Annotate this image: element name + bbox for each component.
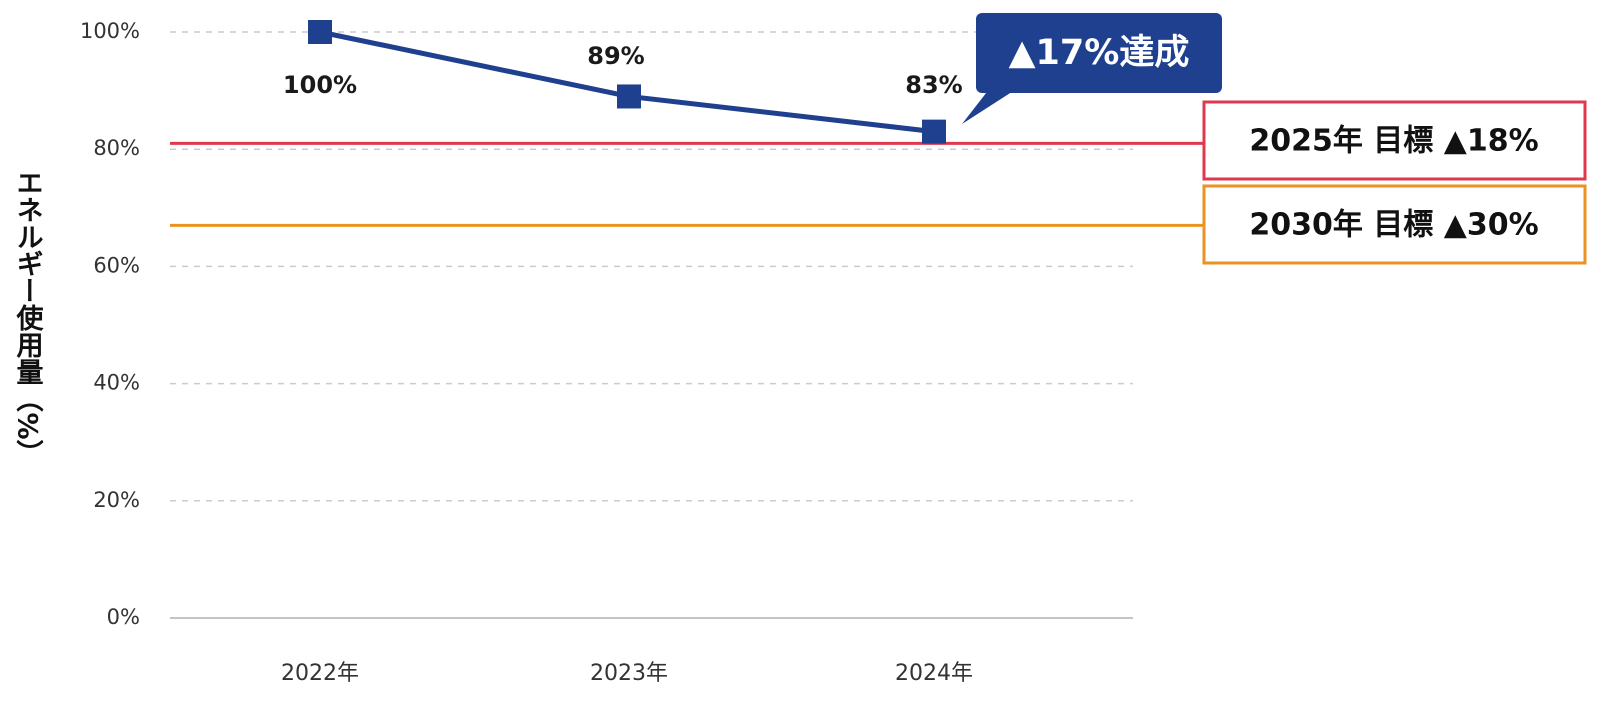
data-point bbox=[922, 119, 946, 144]
x-tick-label: 2023年 bbox=[590, 661, 668, 686]
x-tick-labels: 2022年 2023年 2024年 bbox=[281, 661, 973, 686]
y-tick-label: 20% bbox=[93, 488, 140, 512]
callout-pointer bbox=[962, 88, 1018, 124]
gridlines bbox=[170, 31, 1133, 619]
y-tick-label: 80% bbox=[93, 136, 140, 160]
x-tick-label: 2024年 bbox=[895, 661, 973, 686]
y-tick-label: 0% bbox=[107, 605, 140, 629]
target-lines: 2025年 目標 ▲18% 2030年 目標 ▲30% bbox=[170, 100, 1587, 265]
y-tick-label: 40% bbox=[93, 371, 140, 395]
x-tick-label: 2022年 bbox=[281, 661, 359, 686]
target-label: 2025年 目標 ▲18% bbox=[1249, 124, 1538, 159]
data-label: 83% bbox=[905, 71, 962, 99]
callout-box bbox=[976, 13, 1222, 93]
target-label: 2030年 目標 ▲30% bbox=[1249, 208, 1538, 243]
data-point bbox=[617, 84, 641, 109]
y-tick-label: 60% bbox=[93, 253, 140, 277]
achievement-callout: ▲17%達成 bbox=[962, 13, 1222, 124]
y-tick-label: 100% bbox=[80, 19, 140, 43]
data-label: 100% bbox=[283, 71, 357, 99]
callout-label: ▲17%達成 bbox=[1009, 33, 1190, 73]
series-group: 100% 89% 83% bbox=[283, 20, 963, 144]
target-label-box bbox=[1202, 184, 1587, 265]
y-axis-title: エネルギー使用量（%） bbox=[12, 169, 45, 466]
data-label: 89% bbox=[587, 42, 644, 70]
y-axis-title-group: エネルギー使用量（%） bbox=[12, 169, 45, 466]
target-label-box bbox=[1202, 100, 1587, 181]
data-point bbox=[308, 20, 332, 44]
y-tick-labels: 0% 20% 40% 60% 80% 100% bbox=[80, 19, 140, 629]
